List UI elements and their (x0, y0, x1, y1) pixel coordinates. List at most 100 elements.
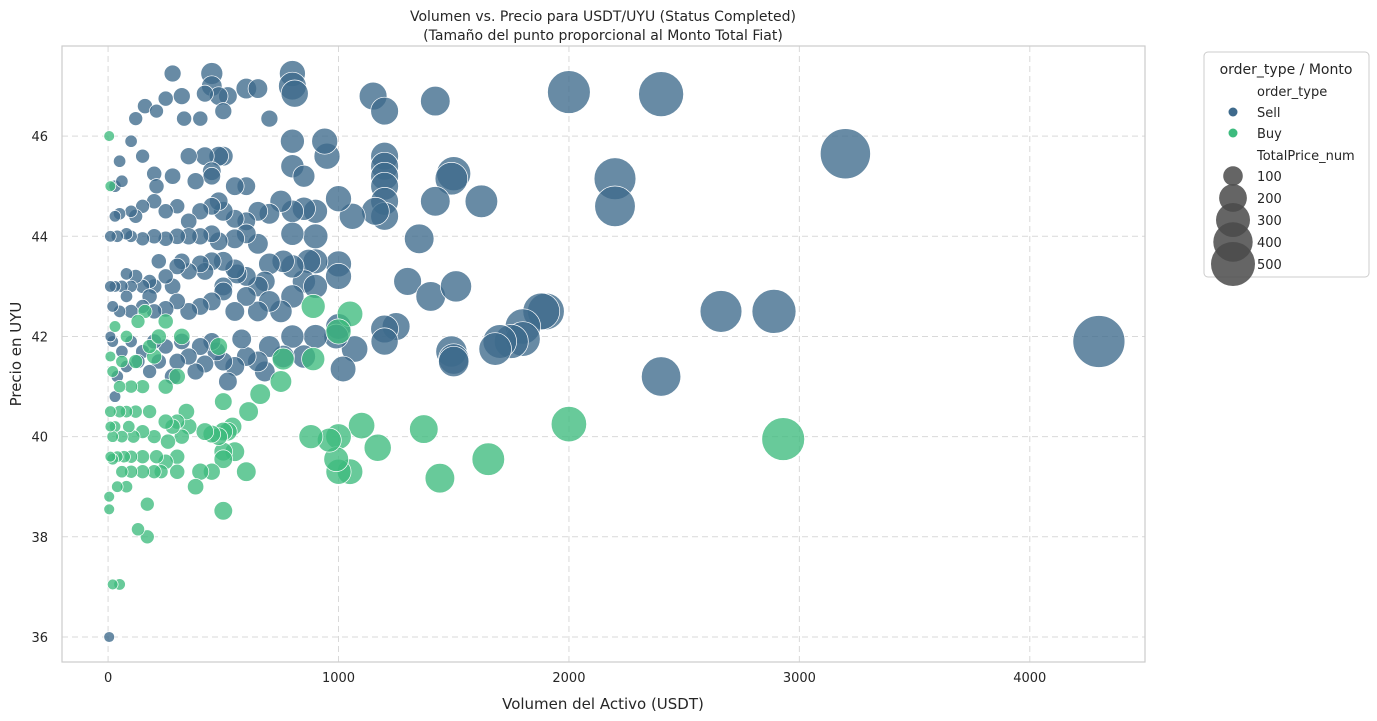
point-buy (298, 424, 324, 449)
legend-size-label: 300 (1257, 214, 1282, 229)
legend-size-title: TotalPrice_num (1256, 149, 1355, 164)
legend-size-items: 100 200 300 400 500 (1211, 166, 1282, 286)
point-buy (115, 465, 129, 479)
point-sell (329, 355, 357, 383)
point-sell (168, 257, 186, 275)
x-tick-label: 3000 (783, 671, 816, 686)
point-sell (247, 78, 269, 99)
point-sell (370, 96, 399, 126)
point-sell (179, 302, 198, 321)
point-buy (348, 412, 376, 440)
point-sell (135, 148, 150, 164)
point-sell (224, 301, 245, 322)
point-sell (196, 84, 214, 103)
point-sell (341, 335, 369, 363)
legend-marker-sell (1228, 107, 1238, 117)
point-sell (113, 154, 127, 168)
point-sell (247, 300, 269, 323)
point-buy (103, 503, 115, 516)
chart-title-line1: Volumen vs. Precio para USDT/UYU (Status… (410, 9, 796, 25)
x-tick-label: 2000 (552, 671, 585, 686)
legend-title: order_type / Monto (1220, 62, 1353, 78)
point-buy (103, 130, 115, 142)
point-sell (641, 356, 682, 397)
point-buy (195, 422, 215, 441)
point-sell (115, 174, 129, 188)
point-sell (260, 109, 279, 128)
point-sell (440, 270, 472, 303)
legend-label-buy: Buy (1257, 127, 1282, 142)
point-buy (137, 304, 153, 319)
point-buy (325, 318, 352, 345)
point-sell (638, 71, 684, 117)
point-sell (124, 204, 138, 218)
point-sell (104, 280, 117, 293)
point-buy (173, 428, 190, 445)
point-sell (202, 167, 221, 186)
y-axis-label: Precio en UYU (7, 302, 25, 407)
point-sell (231, 328, 252, 350)
point-sell (438, 345, 470, 378)
point-sell (434, 162, 469, 196)
point-sell (420, 85, 451, 117)
point-buy (104, 405, 117, 418)
y-tick-label: 46 (31, 130, 48, 145)
point-sell (104, 230, 117, 243)
point-buy (238, 401, 259, 422)
point-sell (157, 203, 174, 220)
point-buy (111, 480, 124, 493)
point-sell (280, 128, 305, 154)
legend: order_type / Monto order_type Sell Buy T… (1203, 51, 1370, 286)
point-sell (464, 184, 499, 218)
point-buy (471, 442, 505, 476)
point-sell (191, 337, 210, 356)
point-sell (1072, 315, 1126, 368)
point-buy (130, 314, 146, 329)
point-buy (122, 420, 136, 434)
point-buy (128, 354, 144, 369)
point-sell (547, 70, 591, 114)
x-axis-label: Volumen del Activo (USDT) (502, 695, 704, 713)
point-sell (124, 134, 138, 148)
point-buy (142, 404, 157, 419)
point-buy (119, 329, 134, 344)
point-buy (113, 380, 127, 394)
point-buy (139, 529, 155, 545)
point-sell (699, 290, 743, 333)
point-sell (191, 202, 210, 221)
point-sell (594, 185, 636, 227)
point-sell (157, 268, 174, 285)
point-sell (157, 90, 174, 107)
point-sell (128, 111, 144, 126)
point-sell (103, 631, 115, 643)
point-buy (157, 413, 174, 430)
point-buy (213, 449, 233, 469)
point-sell (361, 197, 390, 226)
legend-size-marker (1211, 242, 1255, 286)
point-sell (176, 110, 193, 127)
point-sell (311, 127, 339, 155)
legend-hue-title: order_type (1257, 85, 1327, 100)
point-sell (225, 176, 245, 196)
point-buy (187, 478, 205, 496)
point-sell (164, 167, 182, 185)
point-sell (186, 172, 205, 191)
point-sell (214, 102, 233, 120)
point-sell (280, 324, 305, 349)
point-sell (404, 223, 435, 254)
point-sell (163, 64, 182, 83)
x-tick-label: 1000 (322, 671, 355, 686)
point-sell (819, 128, 871, 180)
point-sell (302, 223, 329, 250)
tick-labels: 0 1000 2000 3000 4000 36 38 40 42 44 46 (31, 130, 1046, 686)
point-buy (104, 420, 117, 433)
point-buy (115, 354, 129, 369)
y-tick-label: 42 (31, 330, 48, 345)
plot-frame (61, 45, 1146, 663)
chart-title-line2: (Tamaño del punto proporcional al Monto … (423, 28, 783, 44)
point-buy (191, 462, 210, 481)
point-buy (269, 370, 293, 393)
point-sell (108, 210, 122, 223)
point-buy (157, 378, 174, 395)
